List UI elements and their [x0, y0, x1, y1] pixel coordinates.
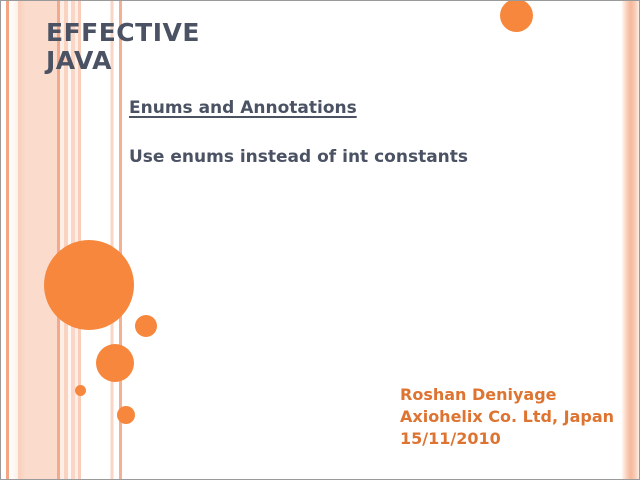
orange-circle-large	[44, 240, 134, 330]
slide-title: EFFECTIVE JAVA	[46, 18, 200, 75]
credit-company: Axiohelix Co. Ltd, Japan	[400, 407, 614, 426]
orange-circle-small-bottom	[117, 406, 135, 424]
vertical-stripe	[64, 1, 68, 479]
vertical-stripe	[71, 1, 75, 479]
vertical-stripe	[57, 1, 60, 479]
vertical-stripe	[18, 1, 57, 479]
vertical-stripe	[68, 1, 71, 479]
orange-circle-tiny	[75, 385, 86, 396]
vertical-stripe	[75, 1, 78, 479]
right-stripe-decor	[621, 1, 639, 479]
vertical-stripe	[60, 1, 64, 479]
vertical-stripe	[119, 1, 122, 479]
credit-author-name: Roshan Deniyage	[400, 385, 557, 404]
slide-subtitle: Use enums instead of int constants	[129, 147, 469, 167]
credit-date: 15/11/2010	[400, 429, 501, 448]
orange-circle-medium	[96, 344, 134, 382]
credits-block: Roshan Deniyage Axiohelix Co. Ltd, Japan…	[400, 384, 614, 450]
orange-circle-top-right	[500, 1, 533, 32]
orange-circle-small-upper	[135, 315, 157, 337]
vertical-stripe	[110, 1, 114, 479]
vertical-stripe	[9, 1, 18, 479]
vertical-stripe	[6, 1, 9, 479]
slide-heading: Enums and Annotations	[129, 98, 357, 118]
